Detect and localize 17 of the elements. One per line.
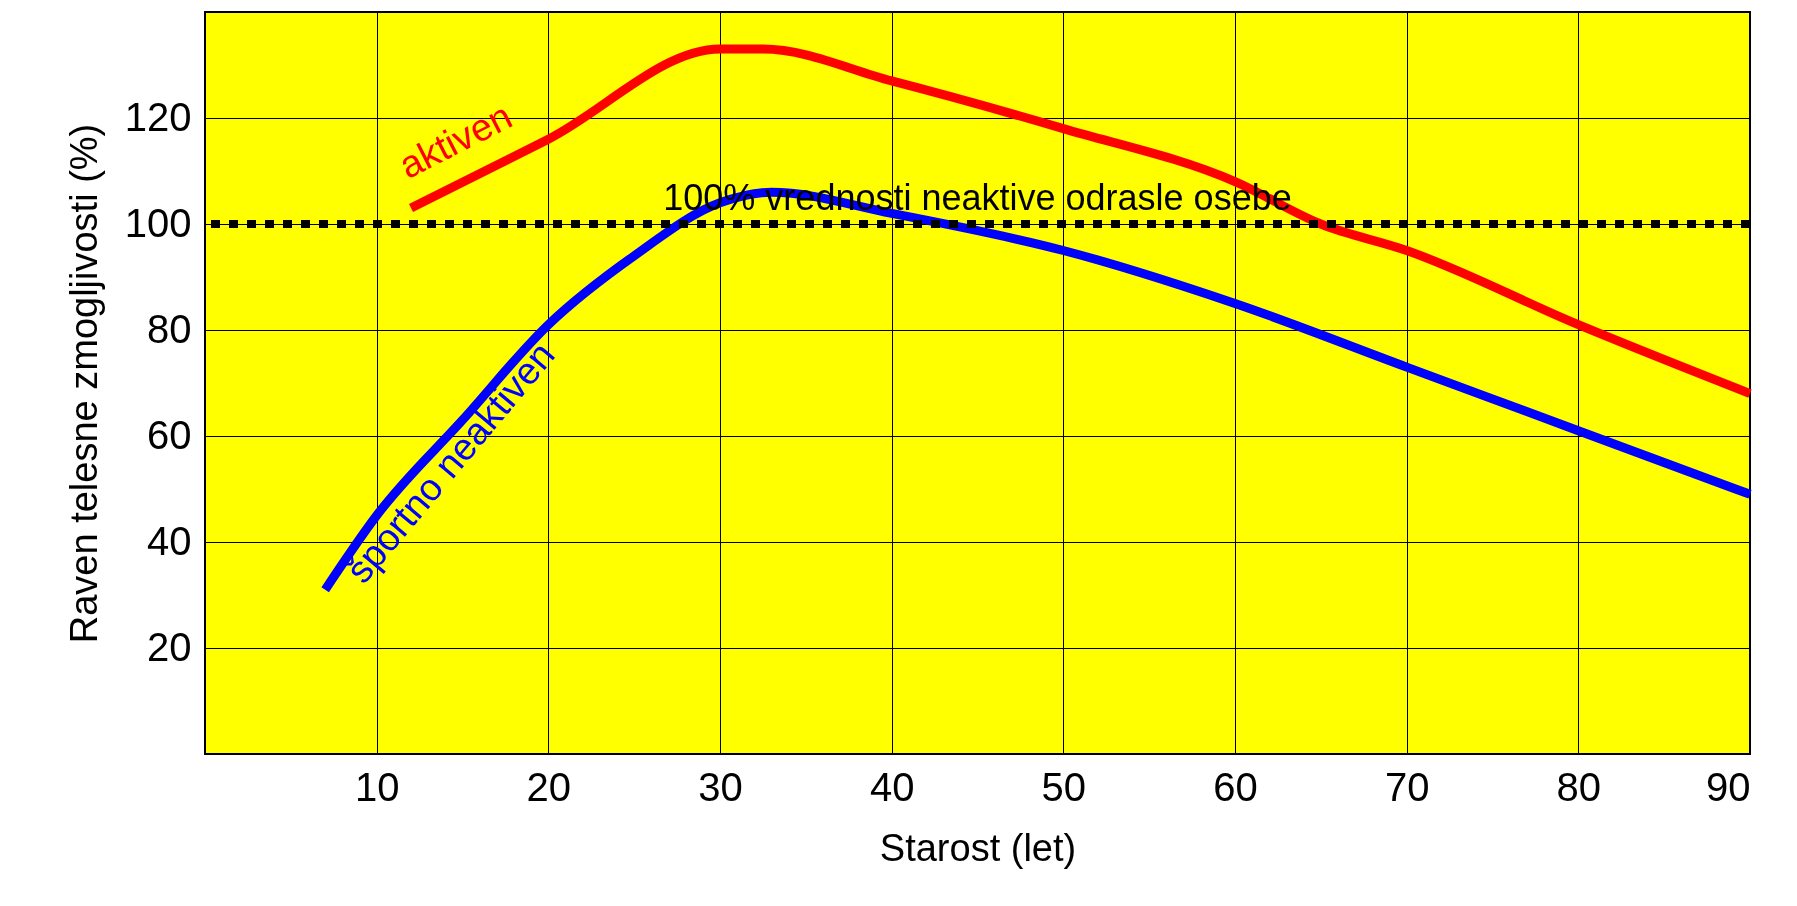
x-tick-label: 90 [1706,764,1751,809]
x-tick-label: 60 [1213,764,1258,809]
x-tick-label: 80 [1556,764,1602,809]
y-tick-label: 100 [124,200,192,245]
x-tick-label: 40 [869,764,915,809]
x-tick-label: 30 [698,764,743,809]
x-axis-title: Starost (let) [879,826,1077,869]
y-tick-label: 20 [147,624,192,669]
y-axis-title: Raven telesne zmogljivosti (%) [62,123,105,644]
y-tick-label: 80 [147,306,192,351]
x-tick-label: 50 [1041,764,1087,809]
x-tick-label: 70 [1384,764,1430,809]
y-tick-label: 120 [124,94,192,139]
x-tick-label: 10 [354,764,400,809]
x-tick-label: 20 [526,764,572,809]
y-tick-label: 40 [147,518,192,563]
y-tick-label: 60 [147,412,192,457]
